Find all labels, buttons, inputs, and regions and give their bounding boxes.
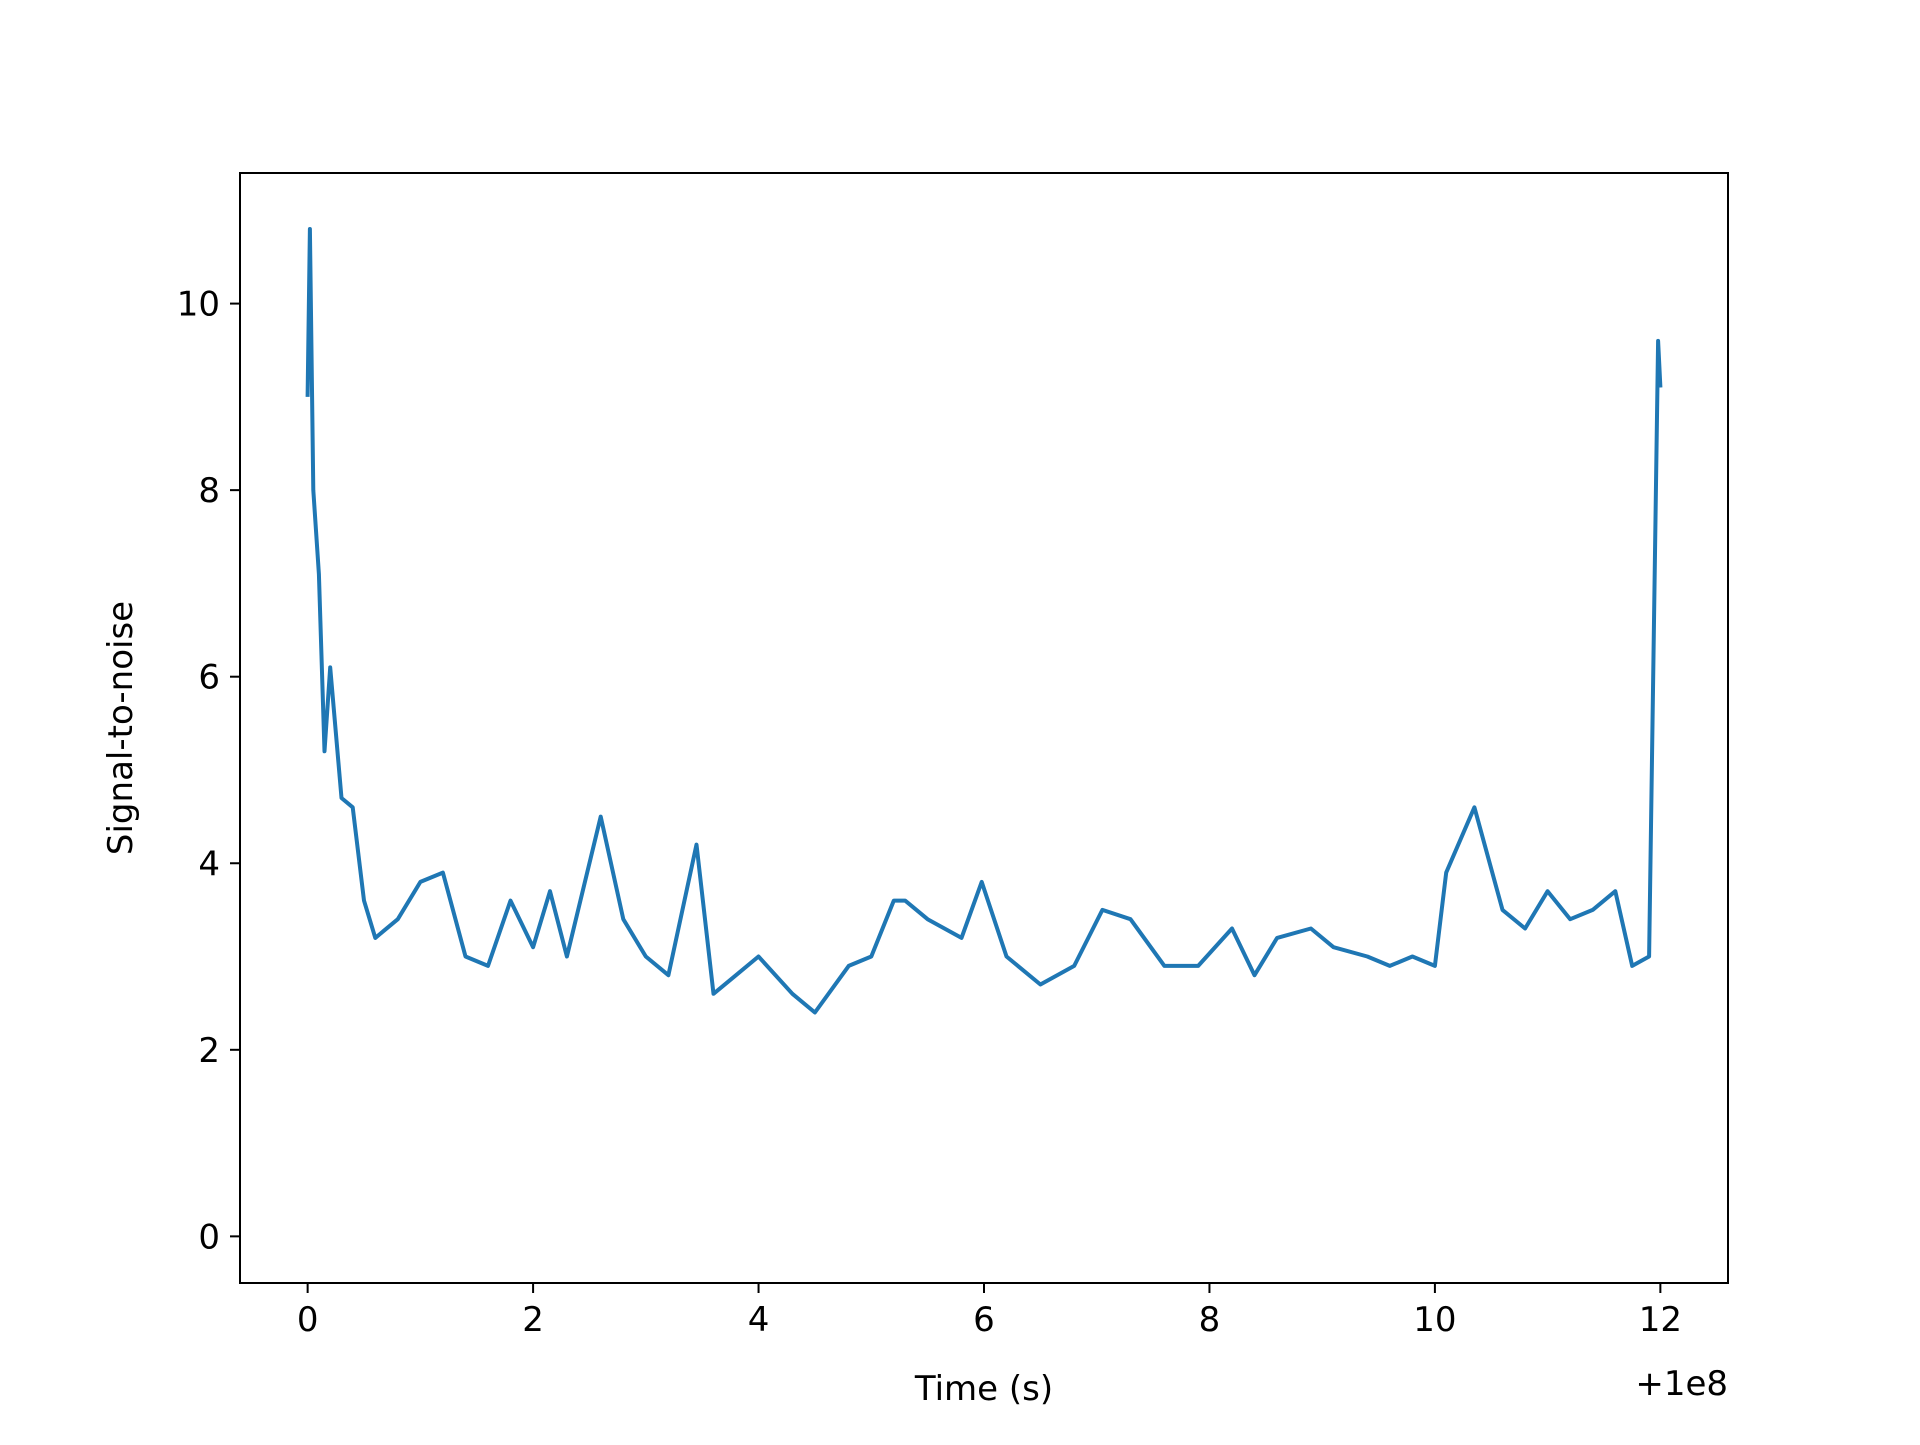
y-tick-label: 4 <box>198 844 220 884</box>
x-tick-label: 6 <box>973 1300 995 1340</box>
x-tick-label: 0 <box>297 1300 319 1340</box>
x-tick-label: 10 <box>1413 1300 1456 1340</box>
y-tick-label: 8 <box>198 471 220 511</box>
y-tick-label: 10 <box>177 285 220 325</box>
x-tick-label: 4 <box>748 1300 770 1340</box>
y-axis: 0 2 4 6 8 10 <box>177 285 240 1257</box>
y-tick-label: 6 <box>198 658 220 698</box>
x-axis-label: Time (s) <box>914 1369 1053 1409</box>
series-layer <box>305 227 1663 1015</box>
series-line-0 <box>305 227 1663 1015</box>
x-axis-offset-label: +1e8 <box>1635 1364 1728 1404</box>
y-tick-label: 2 <box>198 1031 220 1071</box>
x-tick-label: 8 <box>1199 1300 1221 1340</box>
y-tick-label: 0 <box>198 1217 220 1257</box>
y-axis-label: Signal-to-noise <box>101 601 141 855</box>
x-axis: 0 2 4 6 8 10 12 <box>297 1283 1682 1340</box>
x-tick-label: 12 <box>1639 1300 1682 1340</box>
x-tick-label: 2 <box>522 1300 544 1340</box>
